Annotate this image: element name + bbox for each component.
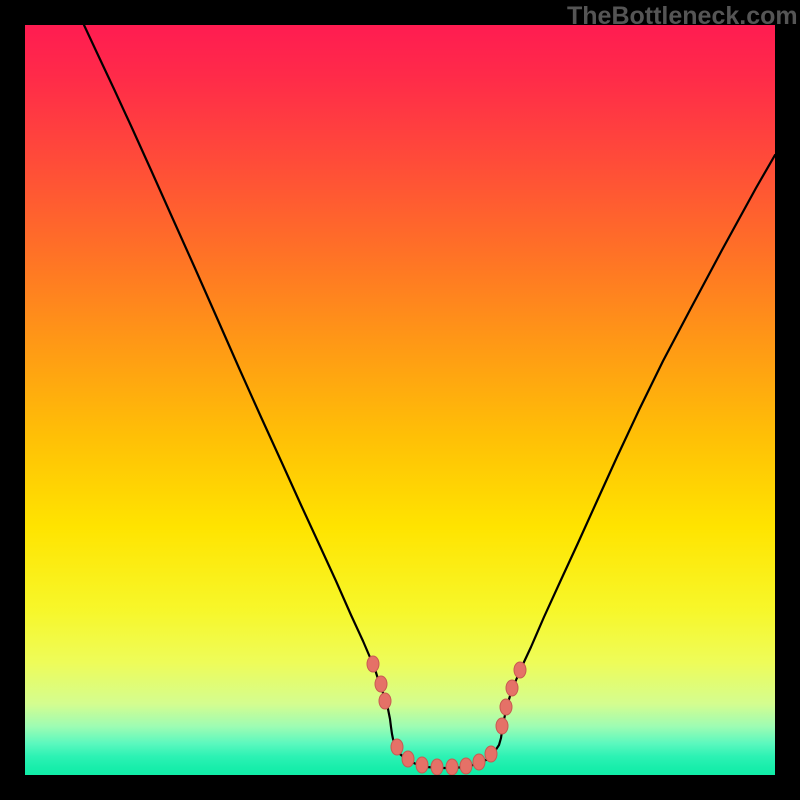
watermark-text: TheBottleneck.com bbox=[567, 2, 798, 31]
plot-svg bbox=[25, 25, 775, 775]
curve-marker bbox=[460, 758, 472, 774]
curve-marker bbox=[485, 746, 497, 762]
plot-area bbox=[25, 25, 775, 775]
curve-marker bbox=[375, 676, 387, 692]
curve-marker bbox=[446, 759, 458, 775]
curve-marker bbox=[473, 754, 485, 770]
curve-marker bbox=[391, 739, 403, 755]
curve-marker bbox=[402, 751, 414, 767]
curve-marker bbox=[496, 718, 508, 734]
curve-marker bbox=[431, 759, 443, 775]
curve-marker bbox=[500, 699, 512, 715]
curve-marker bbox=[367, 656, 379, 672]
curve-marker bbox=[416, 757, 428, 773]
curve-marker bbox=[514, 662, 526, 678]
curve-marker bbox=[379, 693, 391, 709]
curve-marker bbox=[506, 680, 518, 696]
